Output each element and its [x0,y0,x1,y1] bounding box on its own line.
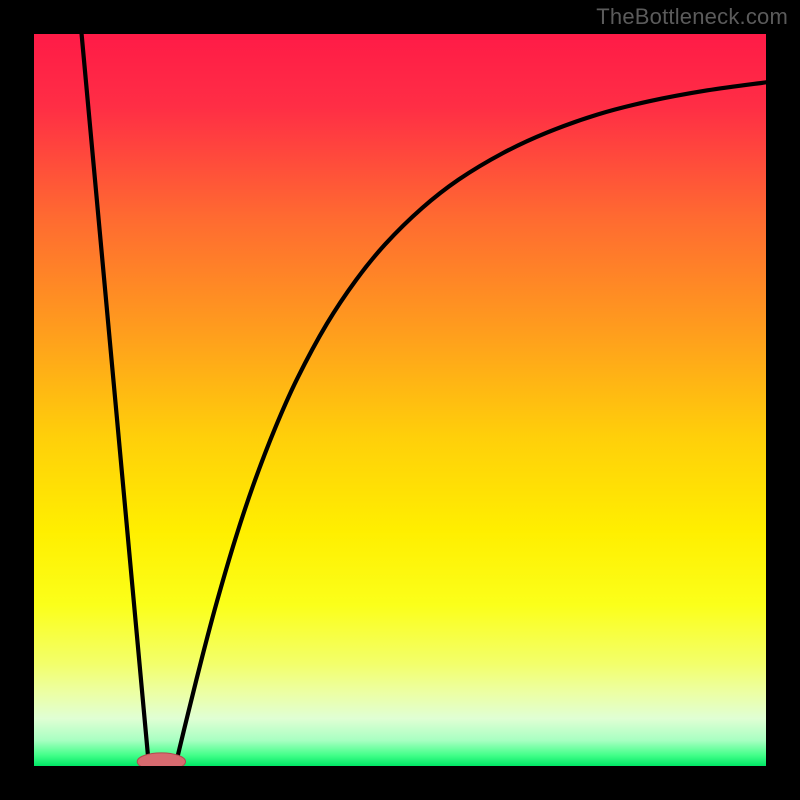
plot-background [34,34,766,766]
chart-container: TheBottleneck.com [0,0,800,800]
bottleneck-chart [0,0,800,800]
watermark-text: TheBottleneck.com [596,4,788,30]
